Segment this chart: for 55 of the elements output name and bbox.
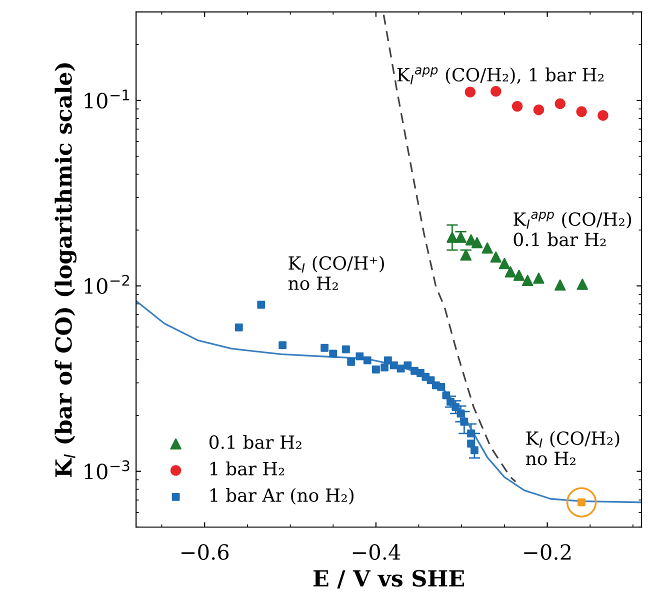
point (598, 110, 608, 121)
point (234, 323, 243, 332)
point (498, 258, 510, 270)
annotation: K$_{I}$ (CO/H⁺) no H₂ (288, 256, 384, 290)
point (490, 251, 502, 263)
point (342, 345, 350, 354)
legend-label: 0.1 bar H₂ (209, 434, 302, 449)
point (396, 364, 405, 373)
point (347, 358, 356, 366)
point (320, 344, 328, 352)
point (554, 98, 566, 110)
point (452, 403, 460, 412)
y-tick-label: 10$^{−3}$ (84, 460, 130, 480)
x-tick-label: −0.2 (524, 544, 571, 560)
point (363, 356, 372, 364)
point (404, 361, 412, 370)
point (470, 446, 478, 454)
point (533, 104, 544, 116)
point (533, 272, 544, 284)
point (390, 361, 398, 370)
annotation: K$_{I}$$^{app}$ (CO/H₂) 0.1 bar H₂ (514, 212, 632, 246)
point (471, 237, 483, 248)
legend-label: 1 bar Ar (no H₂) (210, 488, 354, 505)
point (467, 440, 475, 448)
point (576, 278, 588, 290)
x-tick-label: −0.6 (182, 544, 229, 560)
point (380, 364, 388, 372)
y-tick-label: 10$^{−2}$ (84, 274, 130, 294)
point (576, 106, 587, 118)
point (442, 391, 450, 400)
point (460, 418, 468, 426)
point (522, 274, 534, 286)
point (490, 86, 502, 97)
point (257, 300, 266, 309)
point (482, 242, 493, 254)
point (554, 279, 566, 291)
point (372, 366, 380, 374)
legend-label: 1 bar H₂ (210, 461, 284, 476)
annotation: K$_{I}$ (CO/H₂) no H₂ (526, 431, 620, 466)
point (446, 232, 458, 243)
point (384, 356, 392, 364)
annotation: K$_{I}$$^{app}$ (CO/H₂), 1 bar H₂ (397, 67, 604, 84)
y-axis-title: K$_{I}$ (bar of CO) (logarithmic scale) (54, 63, 77, 477)
point (437, 383, 446, 391)
point (464, 86, 476, 98)
point (278, 341, 287, 350)
y-tick-label: 10$^{−1}$ (84, 90, 130, 109)
point (329, 350, 338, 358)
point (512, 100, 523, 112)
point (504, 266, 516, 278)
point (456, 410, 465, 418)
point (513, 270, 525, 281)
x-axis-title: E / V vs SHE (314, 570, 464, 588)
point (356, 352, 364, 360)
x-tick-label: −0.4 (352, 544, 400, 560)
